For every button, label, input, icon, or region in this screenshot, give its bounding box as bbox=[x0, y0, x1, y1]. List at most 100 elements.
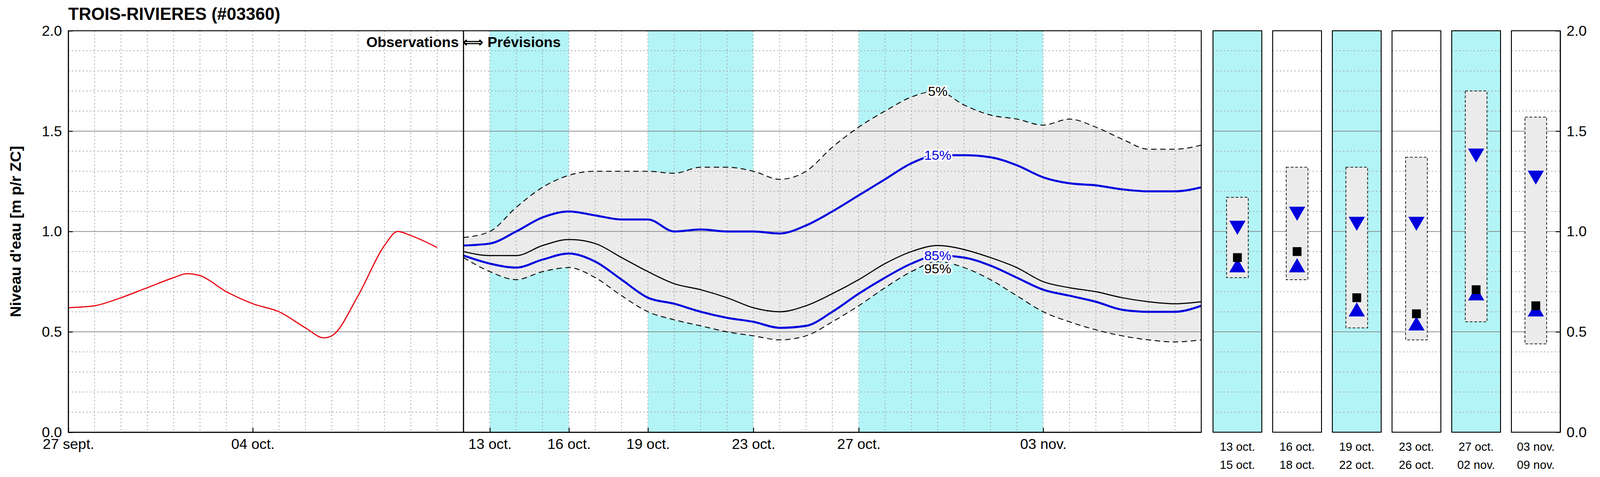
period-panel bbox=[1272, 30, 1322, 432]
minor-grid bbox=[1392, 351, 1441, 353]
minor-grid bbox=[1511, 391, 1561, 393]
minor-grid bbox=[1212, 351, 1262, 353]
tick-label: 16 oct. bbox=[547, 435, 591, 452]
y-tick: 0.0 bbox=[42, 423, 73, 440]
y-axis-right: 0.0 0.5 1.0 1.5 2.0 bbox=[1555, 22, 1587, 440]
minor-grid bbox=[1272, 371, 1322, 373]
p15-marker bbox=[1229, 220, 1246, 235]
p85-marker bbox=[1348, 302, 1365, 317]
x-tick: 04 oct. bbox=[231, 427, 275, 452]
tick-mark bbox=[489, 427, 491, 432]
p85-marker bbox=[1408, 316, 1425, 331]
tick-label: 0.0 bbox=[42, 423, 62, 440]
y-tick-right: 1.0 bbox=[1555, 222, 1587, 240]
minor-grid bbox=[1272, 391, 1322, 393]
y-tick-right: 1.5 bbox=[1555, 122, 1587, 139]
forecast-divider bbox=[462, 30, 465, 432]
minor-grid bbox=[1332, 391, 1382, 393]
period-panel bbox=[1511, 30, 1561, 432]
tick-label: 2.0 bbox=[1566, 22, 1587, 39]
minor-grid bbox=[1212, 110, 1262, 112]
grid-line bbox=[1451, 331, 1501, 333]
period-end-label: 26 oct. bbox=[1398, 457, 1435, 472]
period-end-label: 02 nov. bbox=[1457, 457, 1495, 472]
y-axis-title: Niveau d'eau [m p/r ZC] bbox=[6, 145, 24, 317]
period-end-label: 15 oct. bbox=[1219, 457, 1256, 472]
minor-grid bbox=[1272, 411, 1322, 413]
period-start-label: 16 oct. bbox=[1279, 439, 1315, 454]
minor-grid bbox=[1451, 371, 1501, 373]
minor-grid bbox=[1511, 50, 1561, 52]
series-line bbox=[463, 257, 1202, 342]
y-tick: 0.5 bbox=[42, 323, 73, 340]
period-start-label: 19 oct. bbox=[1339, 439, 1375, 454]
y-tick: 1.5 bbox=[42, 122, 73, 139]
y-tick-right: 2.0 bbox=[1555, 22, 1587, 39]
p15-marker bbox=[1348, 216, 1365, 231]
minor-grid bbox=[1212, 391, 1262, 393]
y-tick-right: 0.0 bbox=[1555, 423, 1587, 440]
minor-grid bbox=[1511, 411, 1561, 413]
tick-label: 03 nov. bbox=[1020, 435, 1067, 452]
range-box bbox=[1286, 167, 1308, 280]
tick-label: 1.5 bbox=[1566, 122, 1587, 139]
grid-line bbox=[1212, 331, 1262, 333]
tick-mark bbox=[753, 427, 755, 432]
tick-mark bbox=[68, 231, 73, 232]
x-tick: 23 oct. bbox=[731, 427, 776, 452]
minor-grid bbox=[1272, 150, 1322, 152]
minor-grid bbox=[1212, 311, 1262, 312]
minor-grid bbox=[68, 210, 1202, 212]
tick-label: 19 oct. bbox=[626, 435, 671, 452]
grid-line bbox=[68, 331, 1202, 333]
series-line bbox=[463, 253, 1202, 328]
title: TROIS-RIVIERES (#03360) bbox=[68, 4, 281, 24]
period-start-label: 13 oct. bbox=[1219, 439, 1256, 454]
range-box bbox=[1524, 117, 1547, 344]
minor-grid bbox=[68, 90, 1202, 92]
minor-grid bbox=[1451, 391, 1501, 393]
minor-grid bbox=[68, 391, 1202, 393]
y-tick-right: 0.5 bbox=[1555, 323, 1587, 340]
period-start-label: 23 oct. bbox=[1398, 439, 1435, 454]
minor-grid bbox=[1272, 70, 1322, 72]
grid-line bbox=[1272, 331, 1322, 333]
range-box bbox=[1465, 90, 1487, 322]
tick-label: 1.5 bbox=[42, 122, 62, 139]
series-label: 95% bbox=[924, 260, 952, 276]
period-panel bbox=[1332, 30, 1382, 432]
minor-grid bbox=[1272, 351, 1322, 353]
p15-marker bbox=[1408, 216, 1425, 231]
minor-grid bbox=[1511, 110, 1561, 112]
minor-grid bbox=[1511, 90, 1561, 92]
minor-grid bbox=[1332, 110, 1382, 112]
plot-frame bbox=[68, 30, 1202, 432]
minor-grid bbox=[68, 250, 1202, 252]
minor-grid bbox=[1332, 411, 1382, 413]
tick-label: 2.0 bbox=[42, 22, 62, 39]
chart: 27 sept.04 oct.13 oct.16 oct.19 oct.23 o… bbox=[0, 0, 1600, 477]
panel-background bbox=[1332, 30, 1382, 432]
x-tick: 19 oct. bbox=[626, 427, 671, 452]
median-marker bbox=[1411, 309, 1421, 318]
median-marker bbox=[1471, 284, 1481, 294]
period-start-label: 27 oct. bbox=[1458, 439, 1494, 454]
minor-grid bbox=[68, 291, 1202, 293]
minor-grid bbox=[1451, 70, 1501, 72]
tick-mark bbox=[1555, 431, 1561, 433]
minor-grid bbox=[1332, 351, 1382, 353]
tick-mark bbox=[1555, 130, 1561, 132]
x-tick: 16 oct. bbox=[547, 427, 591, 452]
panel-frame bbox=[1511, 30, 1561, 432]
minor-grid bbox=[1212, 170, 1262, 172]
minor-grid bbox=[1451, 351, 1501, 353]
panel-frame bbox=[1451, 30, 1501, 432]
grid-line bbox=[68, 130, 1202, 132]
minor-grid bbox=[1451, 411, 1501, 413]
tick-label: 0.5 bbox=[42, 323, 62, 340]
minor-grid bbox=[1272, 50, 1322, 52]
minor-grid bbox=[1212, 190, 1262, 192]
tick-mark bbox=[252, 427, 254, 432]
panel-background bbox=[1212, 30, 1262, 432]
panel-background bbox=[1392, 30, 1441, 432]
